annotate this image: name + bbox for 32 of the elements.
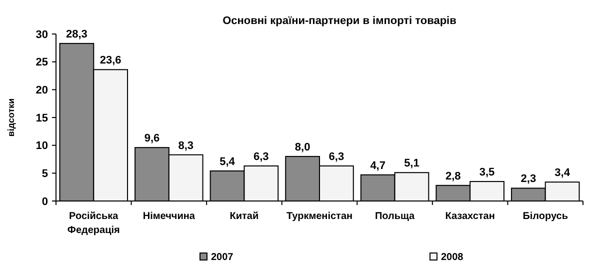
- y-tick-label: 10: [36, 140, 48, 152]
- data-label: 23,6: [100, 54, 122, 67]
- data-label: 6,3: [328, 150, 344, 163]
- x-tick-label: Білорусь: [522, 211, 568, 222]
- x-tick-label: Казахстан: [445, 211, 495, 222]
- x-tick-label: Німеччина: [142, 211, 196, 222]
- data-label: 8,0: [294, 141, 310, 154]
- legend-label: 2008: [441, 252, 464, 263]
- x-tick-label: Польща: [374, 211, 416, 222]
- legend-label: 2007: [211, 252, 234, 263]
- y-tick-label: 20: [36, 84, 48, 97]
- y-tick-label: 0: [42, 196, 48, 208]
- data-label: 4,7: [370, 160, 386, 172]
- chart-title: Основні країни-партнери в імпорті товарів: [222, 15, 457, 27]
- data-label: 2,8: [445, 170, 461, 182]
- data-label: 2,3: [520, 173, 536, 186]
- x-tick-label: Туркменістан: [286, 211, 353, 222]
- y-axis-title: відсотки: [6, 98, 16, 137]
- data-label: 5,1: [404, 158, 420, 170]
- y-tick-label: 5: [42, 168, 48, 180]
- data-label: 5,4: [220, 156, 236, 168]
- data-label: 28,3: [66, 28, 88, 40]
- x-tick-label: Російська Федерація: [67, 211, 120, 236]
- y-tick-label: 15: [36, 112, 48, 124]
- data-label: 8,3: [178, 140, 194, 152]
- data-label: 6,3: [254, 150, 269, 163]
- data-label: 3,4: [554, 167, 571, 180]
- x-tick-label: Китай: [230, 211, 259, 222]
- y-tick-label: 25: [36, 56, 48, 69]
- data-label: 3,5: [479, 166, 495, 179]
- y-tick-label: 30: [36, 28, 48, 41]
- data-label: 9,6: [144, 132, 160, 145]
